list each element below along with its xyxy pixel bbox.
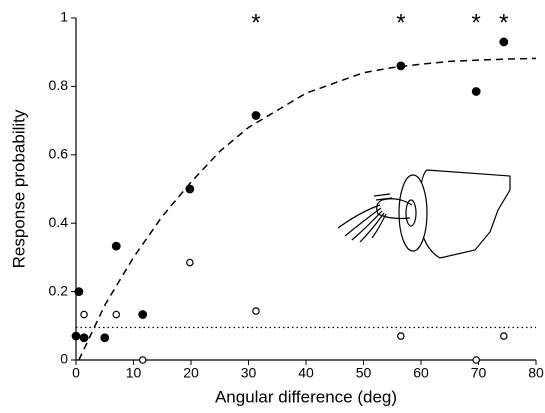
open-point bbox=[397, 332, 405, 340]
filled-point bbox=[138, 310, 148, 319]
y-axis-title: Response probability bbox=[9, 109, 28, 268]
filled-point bbox=[499, 37, 509, 47]
open-point bbox=[186, 258, 194, 267]
inset-illustration bbox=[337, 169, 511, 259]
x-tick-label: 50 bbox=[356, 365, 372, 381]
y-tick-label: 0.4 bbox=[49, 214, 69, 230]
y-tick-label: 0.2 bbox=[49, 282, 69, 298]
significance-mark: * bbox=[499, 9, 508, 36]
significance-mark: * bbox=[472, 9, 481, 36]
open-point bbox=[112, 310, 121, 319]
open-point bbox=[499, 332, 508, 340]
filled-point bbox=[471, 87, 481, 96]
open-point bbox=[138, 356, 147, 364]
y-tick-label: 0 bbox=[60, 351, 68, 367]
y-tick-label: 1 bbox=[60, 9, 68, 25]
filled-point bbox=[111, 241, 121, 251]
open-point bbox=[472, 356, 481, 364]
open-point bbox=[252, 307, 260, 315]
x-tick-label: 40 bbox=[298, 365, 314, 381]
y-tick-label: 0.6 bbox=[49, 146, 69, 162]
x-axis-title: Angular difference (deg) bbox=[215, 387, 397, 406]
filled-point bbox=[251, 111, 261, 120]
x-tick-label: 20 bbox=[183, 365, 199, 381]
x-tick-label: 70 bbox=[471, 365, 487, 381]
significance-mark: * bbox=[251, 9, 260, 36]
filled-point bbox=[79, 333, 89, 343]
filled-point bbox=[74, 287, 84, 297]
filled-point bbox=[100, 333, 110, 343]
fit-curve bbox=[78, 57, 537, 361]
y-tick-label: 0.8 bbox=[49, 77, 69, 93]
x-tick-label: 80 bbox=[528, 365, 544, 381]
significance-mark: * bbox=[396, 9, 405, 36]
x-tick-label: 10 bbox=[126, 365, 142, 381]
filled-point bbox=[185, 184, 195, 194]
x-tick-label: 60 bbox=[413, 365, 429, 381]
filled-point bbox=[71, 331, 81, 341]
x-tick-label: 30 bbox=[241, 365, 257, 381]
filled-point bbox=[396, 61, 406, 71]
x-tick-label: 0 bbox=[72, 365, 80, 381]
open-point bbox=[80, 310, 88, 319]
